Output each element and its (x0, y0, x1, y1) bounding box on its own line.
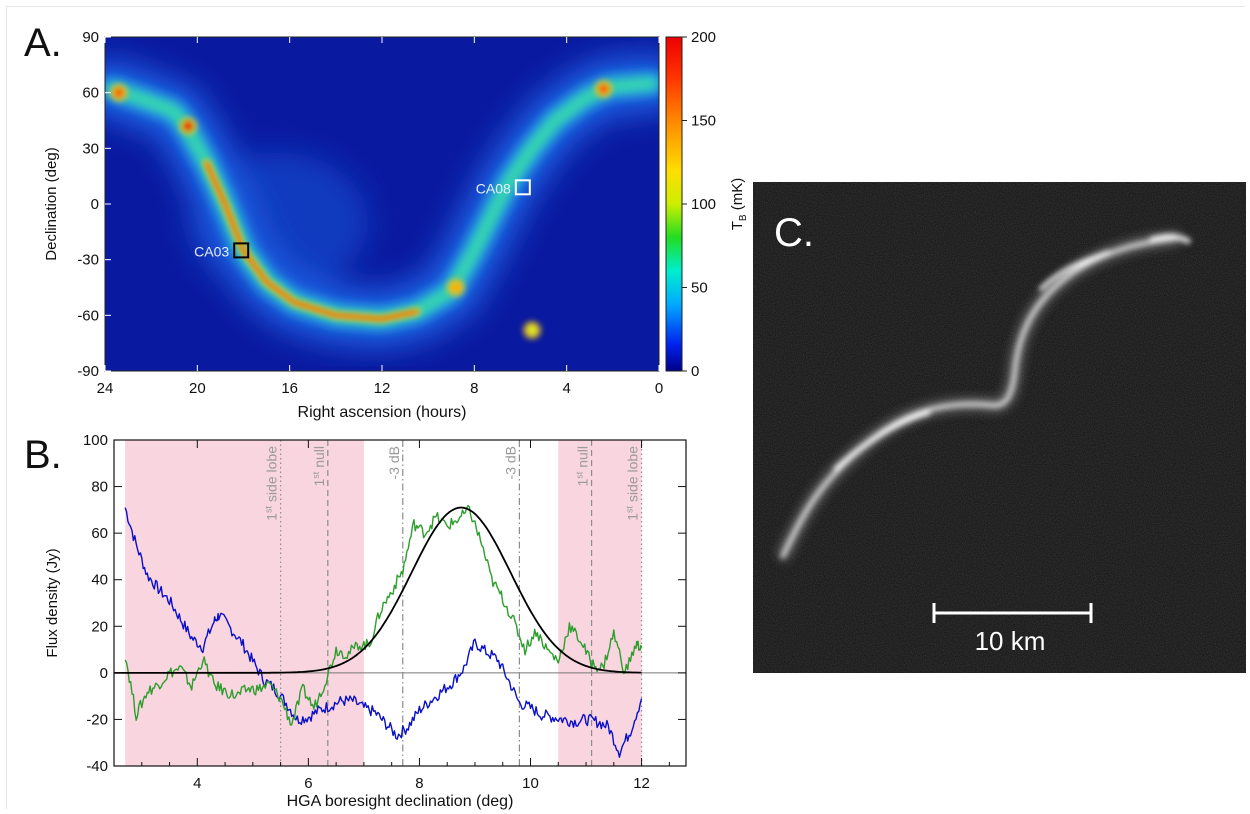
plot-frame (113, 439, 687, 767)
hot-spot (527, 325, 538, 336)
beam-marker-label: 1st side lobe (625, 446, 641, 521)
map-x-tick-label: 4 (562, 380, 570, 397)
panel-c-label: C. (774, 211, 814, 255)
map-y-tick-label: 90 (82, 29, 99, 46)
colorbar-label: TB (mK) (729, 178, 749, 231)
flux-series-line-2 (124, 504, 643, 726)
beam-marker-label: -3 dB (386, 446, 402, 479)
hot-spot (450, 282, 461, 293)
plot-y-tick-label: 0 (100, 665, 108, 682)
plot-x-tick-label: 10 (522, 775, 539, 792)
colorbar-ticks: 200 150 100 50 0 (682, 29, 716, 380)
beam-markers: 1st side lobe 1st null -3 dB -3 dB 1st null 1… (264, 440, 643, 766)
map-x-tick-label: 12 (374, 380, 391, 397)
plot-y-tick-label: 100 (83, 432, 108, 449)
hot-spot (113, 87, 124, 98)
panel-b: B. 1st side lobe 1st null -3 dB -3 dB 1st nu… (24, 432, 687, 810)
map-y-tick-label: 60 (82, 85, 99, 102)
target-label-ca03: CA03 (194, 243, 229, 259)
flux-series-line-3 (114, 506, 642, 674)
target-label-ca08: CA08 (476, 180, 511, 196)
plot-y-label: Flux density (Jy) (44, 548, 61, 657)
flux-series-line-1 (124, 507, 643, 758)
beam-marker-label: -3 dB (502, 446, 518, 479)
beam-marker-label: 1st null (311, 446, 327, 487)
beam-marker-label: 1st null (575, 446, 591, 487)
plot-axes: 4 6 8 10 12 100 80 60 40 20 0 -20 -40 (83, 432, 686, 792)
plot-x-tick-label: 12 (633, 775, 650, 792)
map-y-tick-label: -30 (77, 252, 99, 269)
map-x-tick-label: 0 (655, 380, 663, 397)
colorbar-gradient (665, 36, 683, 372)
colorbar-tick-label: 150 (691, 113, 716, 130)
galactic-plane-core (202, 159, 421, 323)
panel-a-label: A. (24, 21, 62, 65)
diffuse-loop (188, 152, 369, 293)
radar-image-noise (753, 182, 1246, 673)
colorbar: 200 150 100 50 0 TB (mK) (665, 29, 749, 380)
figure-frame (6, 6, 1245, 809)
map-y-tick-label: 0 (91, 196, 99, 213)
asteroid-limb (780, 234, 1192, 559)
map-y-label: Declination (deg) (43, 147, 60, 260)
target-box-ca08 (514, 179, 531, 196)
map-axes: 24 20 16 12 8 4 0 90 60 30 0 -30 -60 -90 (77, 29, 663, 397)
map-x-label: Right ascension (hours) (298, 404, 467, 421)
hot-spot (598, 83, 609, 94)
panel-b-label: B. (24, 433, 62, 477)
beam-marker-label: 1st side lobe (264, 446, 280, 521)
plot-y-tick-label: -40 (86, 758, 108, 775)
colorbar-tick-label: 0 (691, 363, 699, 380)
map-x-tick-label: 16 (281, 380, 298, 397)
map-y-tick-label: -60 (77, 307, 99, 324)
beam-region-shade (558, 440, 642, 766)
map-x-tick-label: 8 (470, 380, 478, 397)
map-x-tick-label: 20 (189, 380, 206, 397)
plot-x-tick-label: 6 (304, 775, 312, 792)
plot-x-label: HGA boresight declination (deg) (287, 793, 514, 810)
plot-x-tick-label: 8 (415, 775, 423, 792)
plot-y-tick-label: 20 (91, 618, 108, 635)
plot-y-tick-label: 40 (91, 572, 108, 589)
hot-spots (109, 79, 613, 340)
panel-c: C. 10 km (753, 182, 1246, 673)
plot-y-tick-label: 80 (91, 479, 108, 496)
colorbar-tick-label: 50 (691, 280, 708, 297)
scale-bar: 10 km (932, 603, 1093, 656)
map-y-tick-label: 30 (82, 140, 99, 157)
plot-x-tick-label: 4 (193, 775, 201, 792)
colorbar-tick-label: 100 (691, 196, 716, 213)
hot-spot (183, 121, 194, 132)
plot-y-tick-label: 60 (91, 525, 108, 542)
map-annotations: CA03 CA08 (194, 179, 531, 259)
plane-red-core (204, 161, 419, 321)
flux-series (114, 504, 643, 758)
map-x-tick-label: 24 (97, 380, 114, 397)
scale-bar-label: 10 km (975, 626, 1046, 656)
target-box-ca03 (233, 242, 250, 259)
map-y-tick-label: -90 (77, 363, 99, 380)
colorbar-tick-label: 200 (691, 29, 716, 46)
sky-map (105, 37, 659, 371)
plot-y-tick-label: -20 (86, 711, 108, 728)
